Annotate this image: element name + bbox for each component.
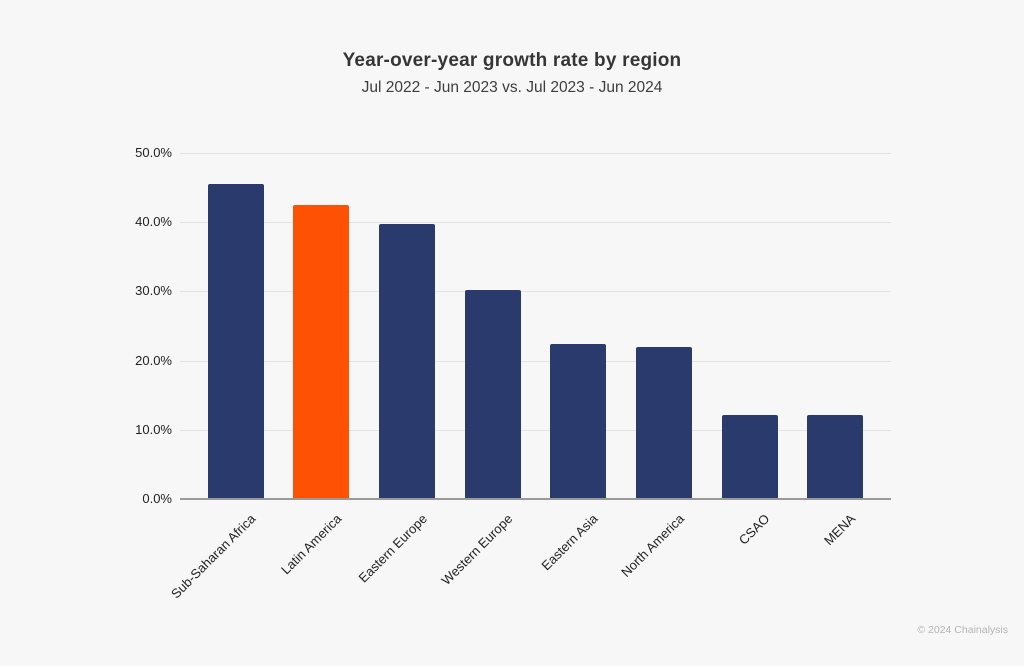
bar-eastern-asia (550, 344, 607, 499)
bar-csao (721, 415, 778, 499)
chart-subtitle: Jul 2022 - Jun 2023 vs. Jul 2023 - Jun 2… (361, 79, 663, 96)
gridline-20-0- (180, 360, 891, 362)
y-tick-label-40-0-: 40.0% (135, 214, 172, 230)
copyright-text: © 2024 Chainalysis (917, 624, 1008, 636)
plot-area (180, 153, 891, 500)
bar-western-europe (464, 290, 521, 499)
y-tick-label-10-0-: 10.0% (135, 421, 172, 437)
x-tick-label-csao: CSAO (735, 511, 773, 548)
x-tick-label-mena: MENA (820, 511, 858, 549)
x-axis-line (180, 498, 891, 500)
bar-eastern-europe (379, 224, 435, 499)
gridline-50-0- (180, 153, 891, 154)
x-tick-label-western-europe: Western Europe (438, 511, 516, 588)
x-tick-label-eastern-asia: Eastern Asia (538, 511, 601, 574)
chart-title: Year-over-year growth rate by region (342, 50, 682, 71)
y-tick-label-50-0-: 50.0% (135, 145, 172, 160)
bar-latin-america (293, 204, 350, 499)
gridline-30-0- (180, 291, 891, 293)
bar-north-america (635, 347, 692, 499)
x-tick-label-north-america: North America (617, 511, 687, 580)
x-tick-label-latin-america: Latin America (277, 511, 344, 578)
y-tick-label-30-0-: 30.0% (135, 283, 172, 299)
gridline-10-0- (180, 429, 891, 431)
gridline-40-0- (180, 222, 891, 224)
y-tick-label-20-0-: 20.0% (135, 352, 172, 368)
bar-mena (807, 415, 864, 499)
bar-sub-saharan-africa (207, 184, 264, 499)
x-tick-label-sub-saharan-africa: Sub-Saharan Africa (167, 511, 259, 602)
x-tick-label-eastern-europe: Eastern Europe (355, 511, 430, 586)
y-tick-label-0-0-: 0.0% (142, 491, 172, 506)
